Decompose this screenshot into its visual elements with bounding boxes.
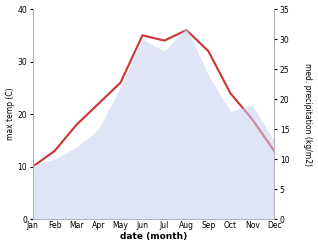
Y-axis label: max temp (C): max temp (C) xyxy=(5,88,15,141)
Y-axis label: med. precipitation (kg/m2): med. precipitation (kg/m2) xyxy=(303,63,313,166)
X-axis label: date (month): date (month) xyxy=(120,232,187,242)
